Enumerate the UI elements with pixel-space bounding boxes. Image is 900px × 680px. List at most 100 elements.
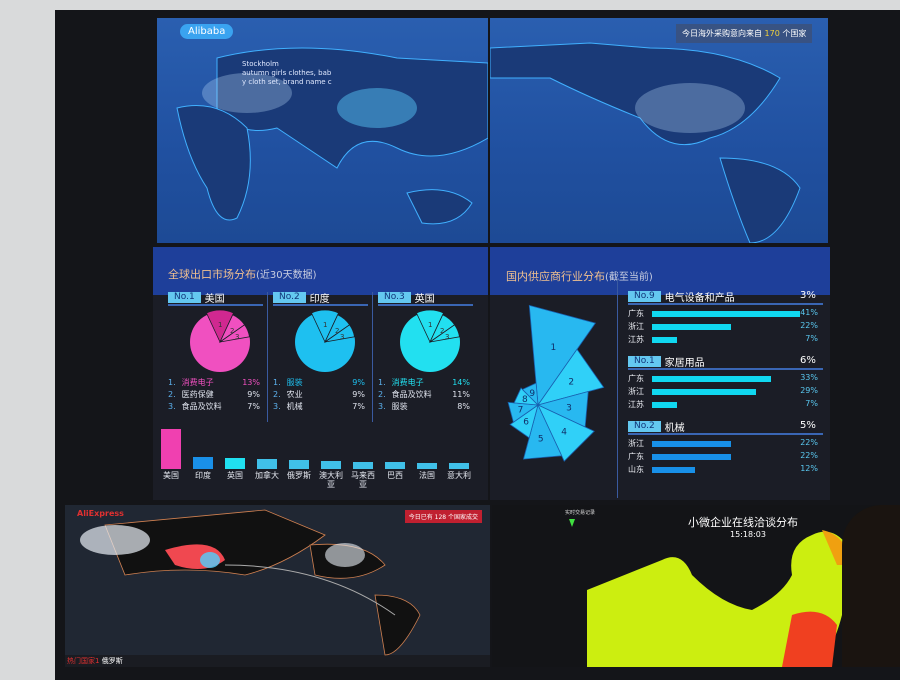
underline — [628, 433, 823, 435]
category-index: 1. — [378, 378, 386, 387]
rank-badge: No.9 — [628, 291, 661, 302]
industry-share: 5% — [800, 420, 816, 431]
province-name: 江苏 — [628, 400, 644, 409]
category-pct: 13% — [242, 378, 260, 387]
rose-chart: 1 2 3 4 56 789 — [507, 304, 605, 462]
market-header: No.3 英国 — [378, 292, 435, 305]
country-name: 印度 — [309, 294, 330, 305]
industry-header: No.9 电气设备和产品 — [628, 291, 735, 304]
category-list: 1. 服装 9% 2. 农业 9% 3. 机械 7% — [273, 377, 365, 413]
category-pct: 8% — [457, 402, 470, 411]
hot-label: 热门国家1 — [67, 657, 100, 665]
industry-header: No.1 家居用品 — [628, 356, 705, 369]
province-pct: 12% — [800, 464, 818, 473]
category-index: 2. — [273, 390, 281, 399]
pie-slice-1 — [415, 309, 445, 343]
rose-label: 8 — [522, 395, 528, 405]
category-row: 3. 食品及饮料 7% — [168, 401, 260, 413]
category-row: 1. 消费电子 14% — [378, 377, 470, 389]
divider — [617, 280, 618, 498]
province-name: 广东 — [628, 309, 644, 318]
underline — [628, 368, 823, 370]
province-pct: 29% — [800, 386, 818, 395]
slice-label: 1 — [218, 321, 222, 329]
province-name: 浙江 — [628, 439, 644, 448]
province-bar — [652, 375, 771, 382]
hot-country-name: 俄罗斯 — [101, 657, 123, 665]
underline — [628, 303, 823, 305]
pie-slice-3 — [219, 324, 251, 343]
aliexpress-map-graphic — [65, 505, 490, 656]
category-row: 2. 医药保健 9% — [168, 389, 260, 401]
province-name: 广东 — [628, 452, 644, 461]
bar-法国 — [417, 463, 437, 469]
divider — [267, 292, 268, 422]
category-index: 1. — [273, 378, 281, 387]
panel-header-bg — [153, 247, 488, 295]
category-name: 食品及饮料 — [181, 402, 222, 411]
rose-label: 3 — [566, 404, 572, 414]
province-bar — [652, 401, 678, 408]
pie-slice-3 — [429, 324, 461, 343]
bar-label: 俄罗斯 — [287, 471, 311, 480]
world-map-right — [490, 18, 828, 243]
category-row: 3. 机械 7% — [273, 401, 365, 413]
note-suffix: 个国家 — [782, 29, 807, 38]
market-header: No.1 美国 — [168, 292, 225, 305]
subtitle-text: (近30天数据) — [256, 270, 317, 281]
category-index: 2. — [378, 390, 386, 399]
rose-label: 2 — [568, 378, 574, 388]
industry-name: 家居用品 — [664, 358, 705, 369]
province-pct: 22% — [800, 321, 818, 330]
map-graphic — [176, 47, 488, 225]
category-list: 1. 消费电子 13% 2. 医药保健 9% 3. 食品及饮料 7% — [168, 377, 260, 413]
industry-share: 3% — [800, 290, 816, 301]
slice-label: 2 — [335, 327, 339, 335]
category-label: 2. 食品及饮料 — [378, 389, 432, 401]
slice-label: 1 — [323, 321, 327, 329]
industry-share: 6% — [800, 355, 816, 366]
panel-header-bg — [490, 247, 830, 295]
category-label: 1. 服装 — [273, 377, 303, 389]
category-label: 2. 农业 — [273, 389, 303, 401]
bar-俄罗斯 — [289, 460, 309, 469]
title-text: 全球出口市场分布 — [168, 268, 256, 281]
underline — [273, 304, 368, 306]
province-name: 江苏 — [628, 335, 644, 344]
province-bar — [652, 466, 696, 473]
category-name: 医药保健 — [181, 390, 214, 399]
province-name: 山东 — [628, 465, 644, 474]
rank-badge: No.1 — [168, 292, 201, 303]
country-name: 美国 — [204, 294, 225, 305]
category-label: 1. 消费电子 — [168, 377, 214, 389]
note-prefix: 今日海外采购意向来自 — [682, 29, 762, 38]
category-name: 服装 — [391, 402, 408, 411]
bar-label: 意大利 — [447, 471, 471, 480]
underline — [378, 304, 473, 306]
industry-header: No.2 机械 — [628, 421, 685, 434]
rose-label: 9 — [529, 389, 535, 399]
category-index: 3. — [378, 402, 386, 411]
category-index: 2. — [168, 390, 176, 399]
pie-slice-1 — [205, 309, 235, 343]
province-row: 江苏 — [628, 334, 678, 345]
category-label: 3. 服装 — [378, 401, 408, 413]
bar-label: 印度 — [195, 471, 211, 480]
pie-slice-3 — [324, 324, 356, 343]
category-row: 1. 服装 9% — [273, 377, 365, 389]
province-row: 广东 — [628, 373, 771, 384]
province-pct: 33% — [800, 373, 818, 382]
title-text: 国内供应商行业分布 — [506, 270, 605, 283]
slice-label: 2 — [230, 327, 234, 335]
category-row: 3. 服装 8% — [378, 401, 470, 413]
industry-name: 机械 — [664, 423, 685, 434]
country-name: 英国 — [414, 294, 435, 305]
province-bar — [652, 336, 678, 343]
province-bar — [652, 453, 732, 460]
category-pct: 14% — [452, 378, 470, 387]
category-list: 1. 消费电子 14% 2. 食品及饮料 11% 3. 服装 8% — [378, 377, 470, 413]
province-pct: 41% — [800, 308, 818, 317]
province-row: 江苏 — [628, 399, 678, 410]
bar-label: 澳大利亚 — [319, 471, 343, 489]
